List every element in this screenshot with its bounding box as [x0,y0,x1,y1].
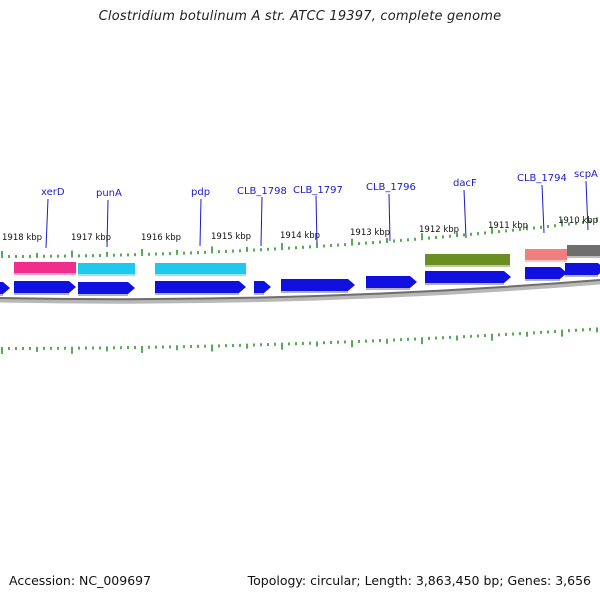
cds-arrow [78,282,135,294]
feature-block-highlight [525,260,567,263]
leader-line [388,193,391,242]
accession-text: Accession: NC_009697 [9,573,152,588]
feature-block-highlight [78,274,135,277]
cds-arrow [254,281,271,293]
cds-arrow [14,281,76,293]
kbp-label: 1914 kbp [280,231,320,241]
leader-line [260,196,263,247]
cds-arrow [155,281,246,293]
feature-block-puna [78,263,135,276]
cds-arrow [425,271,511,283]
gene-labels: xerD punA pdp CLB_1798 CLB_1797 CLB_1796… [41,169,598,199]
gene-label-xerD[interactable]: xerD [41,187,65,198]
gene-label-scpA[interactable]: scpA [574,169,598,180]
kbp-label: 1918 kbp [2,233,42,243]
leader-line [541,184,545,234]
kbp-label: 1917 kbp [71,233,111,243]
cds-arrow [565,263,600,275]
leader-line [199,198,202,247]
kbp-label: 1912 kbp [419,225,459,235]
feature-block-dacf [425,254,510,267]
cds-arrow [366,276,417,288]
gene-label-dacF[interactable]: dacF [453,178,477,189]
cds-arrow [525,267,567,279]
leader-line [315,195,318,245]
kbp-label: 1913 kbp [350,228,390,238]
kbp-label: 1916 kbp [141,233,181,243]
bottom-tick-row [1,327,598,354]
feature-block-pdp [155,263,246,276]
map-title: Clostridium botulinum A str. ATCC 19397,… [98,9,502,24]
gene-label-punA[interactable]: punA [96,188,122,199]
kbp-label: 1911 kbp [488,221,528,231]
leader-line [45,198,49,249]
feature-block-highlight [14,273,76,276]
feature-blocks [14,245,600,277]
top-tick-row [1,217,598,258]
gene-label-clb-1794[interactable]: CLB_1794 [517,173,567,184]
feature-block-scpa [567,245,600,258]
feature-block-highlight [567,256,600,259]
gene-label-clb-1796[interactable]: CLB_1796 [366,182,416,193]
cds-arrow [0,282,10,294]
gene-label-clb-1797[interactable]: CLB_1797 [293,185,343,196]
genome-summary-text: Topology: circular; Length: 3,863,450 bp… [247,573,591,588]
feature-block-highlight [155,274,246,277]
kbp-labels: 1918 kbp 1917 kbp 1916 kbp 1915 kbp 1914… [2,216,598,243]
leader-line [585,180,589,231]
gene-label-pdp[interactable]: pdp [191,187,210,198]
feature-block-highlight [425,265,510,268]
genome-backbone-edge [0,279,600,301]
leader-lines [45,180,589,249]
gene-label-clb-1798[interactable]: CLB_1798 [237,186,287,197]
leader-line [463,189,467,239]
kbp-label: 1910 kbp [558,216,598,226]
cds-arrow [281,279,355,291]
kbp-label: 1915 kbp [211,232,251,242]
feature-block-xerd [14,262,76,275]
leader-line [106,199,109,248]
cds-arrows [0,263,600,296]
feature-block-clb-1794 [525,249,567,262]
genome-backbone [0,279,600,304]
